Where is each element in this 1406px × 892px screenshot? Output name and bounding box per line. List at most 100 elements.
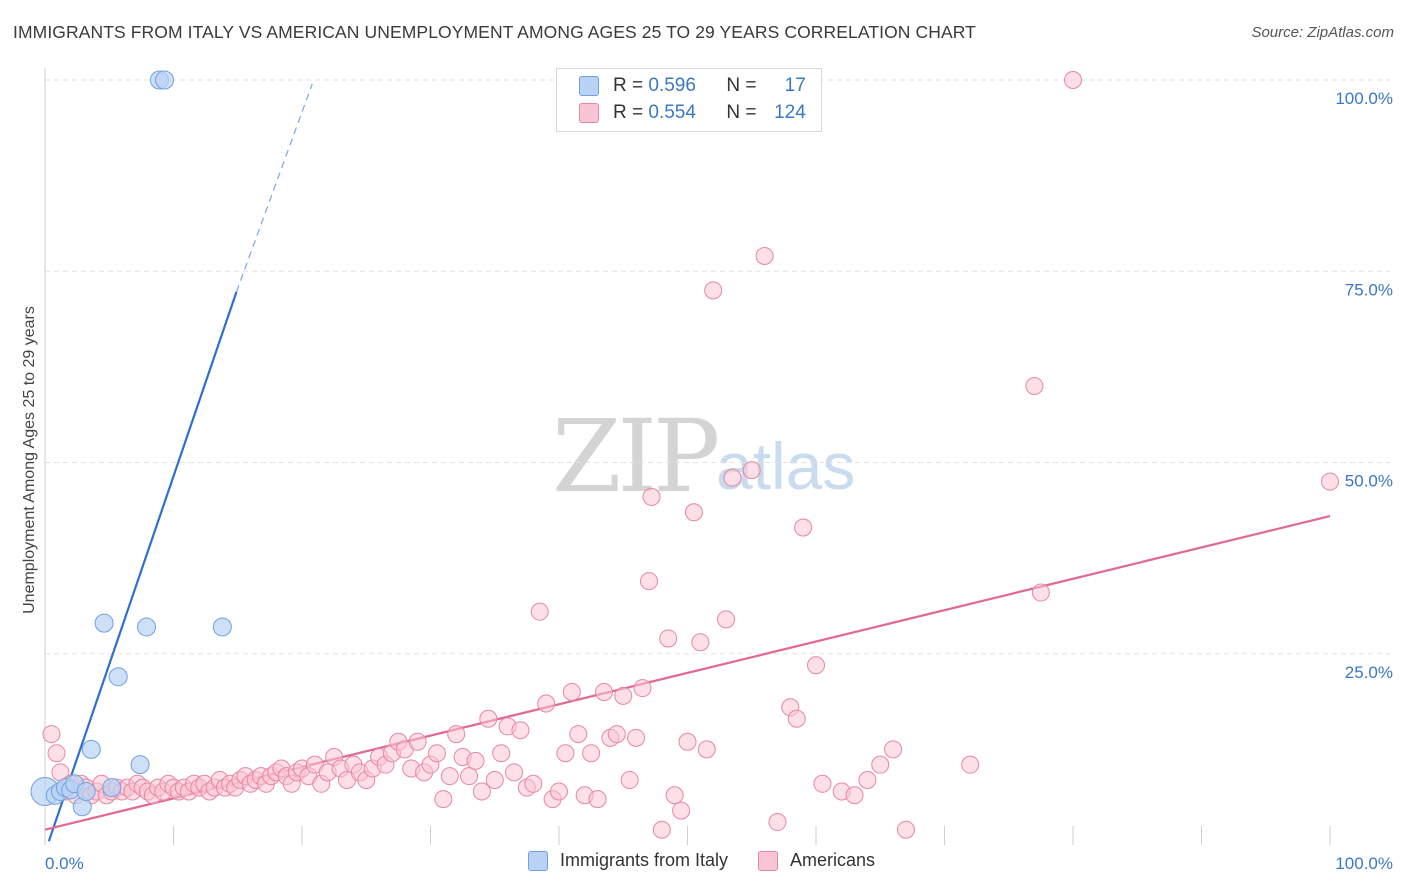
legend-americans-swatch — [758, 851, 778, 871]
legend-item-americans[interactable]: Americans — [758, 850, 875, 871]
y-tick-label: 75.0% — [1345, 280, 1393, 299]
american-point — [557, 745, 574, 762]
x-tick-label-max: 100.0% — [1335, 854, 1393, 873]
legend-row-italy: R = 0.596 N = 17 — [579, 73, 806, 99]
italy-point — [77, 782, 95, 800]
american-point — [570, 726, 587, 743]
italy-point — [95, 614, 113, 632]
american-point — [653, 821, 670, 838]
american-point — [467, 752, 484, 769]
american-point — [788, 710, 805, 727]
american-point — [480, 710, 497, 727]
scatter-chart: 25.0% 50.0% 75.0% 100.0% 0.0% 100.0% — [0, 0, 1406, 892]
american-point — [48, 745, 65, 762]
american-point — [679, 733, 696, 750]
american-point — [705, 282, 722, 299]
american-point — [563, 684, 580, 701]
american-point — [962, 756, 979, 773]
italy-point — [109, 668, 127, 686]
grid — [45, 80, 1390, 654]
american-point — [718, 611, 735, 628]
italy-point — [82, 740, 100, 758]
american-point — [660, 630, 677, 647]
american-point — [685, 504, 702, 521]
italy-r-value: 0.596 — [648, 75, 712, 97]
american-point — [1032, 584, 1049, 601]
american-point — [859, 771, 876, 788]
american-point — [1026, 378, 1043, 395]
legend-row-americans: R = 0.554 N = 124 — [579, 100, 806, 126]
american-point — [448, 726, 465, 743]
american-point — [634, 680, 651, 697]
italy-n-label: N = — [726, 75, 756, 97]
italy-r-label: R = — [613, 75, 643, 97]
y-tick-label: 25.0% — [1345, 663, 1393, 682]
axes — [45, 68, 1330, 845]
american-point — [872, 756, 889, 773]
americans-n-value: 124 — [762, 102, 806, 124]
american-point — [1065, 72, 1082, 89]
american-point — [428, 745, 445, 762]
italy-point — [131, 756, 149, 774]
american-point — [885, 741, 902, 758]
american-point — [643, 488, 660, 505]
x-tick-label-min: 0.0% — [45, 854, 84, 873]
american-point — [512, 722, 529, 739]
italy-point — [103, 779, 121, 797]
americans-r-value: 0.554 — [648, 102, 712, 124]
y-axis-label-wrap: Unemployment Among Ages 25 to 29 years — [18, 200, 42, 720]
american-point — [769, 814, 786, 831]
american-point — [493, 745, 510, 762]
american-point — [551, 783, 568, 800]
legend-italy-swatch — [528, 851, 548, 871]
american-point — [486, 771, 503, 788]
american-point — [538, 695, 555, 712]
data-points — [31, 71, 1339, 838]
american-point — [589, 791, 606, 808]
legend-italy-label: Immigrants from Italy — [560, 850, 728, 871]
american-point — [531, 603, 548, 620]
american-point — [608, 726, 625, 743]
italy-point — [138, 618, 156, 636]
correlation-legend: R = 0.596 N = 17 R = 0.554 N = 124 — [556, 68, 822, 132]
american-point — [43, 726, 60, 743]
american-point — [846, 787, 863, 804]
legend-americans-label: Americans — [790, 850, 875, 871]
american-point — [692, 634, 709, 651]
american-point — [461, 768, 478, 785]
italy-trend-extension — [236, 84, 312, 292]
american-point — [615, 687, 632, 704]
y-tick-label: 100.0% — [1335, 89, 1393, 108]
american-point — [808, 657, 825, 674]
americans-r-label: R = — [613, 102, 643, 124]
american-point — [673, 802, 690, 819]
y-tick-label: 50.0% — [1345, 472, 1393, 491]
american-point — [435, 791, 452, 808]
american-point — [666, 787, 683, 804]
italy-n-value: 17 — [762, 75, 806, 97]
american-point — [409, 733, 426, 750]
y-axis-label: Unemployment Among Ages 25 to 29 years — [21, 306, 39, 614]
italy-point — [156, 71, 174, 89]
italy-swatch — [579, 76, 599, 96]
americans-swatch — [579, 103, 599, 123]
tick-labels: 25.0% 50.0% 75.0% 100.0% 0.0% 100.0% — [45, 89, 1393, 873]
american-point — [1322, 473, 1339, 490]
american-point — [640, 573, 657, 590]
american-point — [621, 771, 638, 788]
american-point — [583, 745, 600, 762]
american-point — [897, 821, 914, 838]
american-point — [743, 462, 760, 479]
american-point — [628, 729, 645, 746]
american-point — [814, 775, 831, 792]
american-point — [724, 469, 741, 486]
american-point — [506, 764, 523, 781]
italy-point — [213, 618, 231, 636]
american-point — [595, 684, 612, 701]
legend-item-italy[interactable]: Immigrants from Italy — [528, 850, 728, 871]
americans-n-label: N = — [726, 102, 756, 124]
american-point — [756, 247, 773, 264]
series-legend: Immigrants from Italy Americans — [528, 850, 905, 871]
american-point — [525, 775, 542, 792]
american-point — [795, 519, 812, 536]
